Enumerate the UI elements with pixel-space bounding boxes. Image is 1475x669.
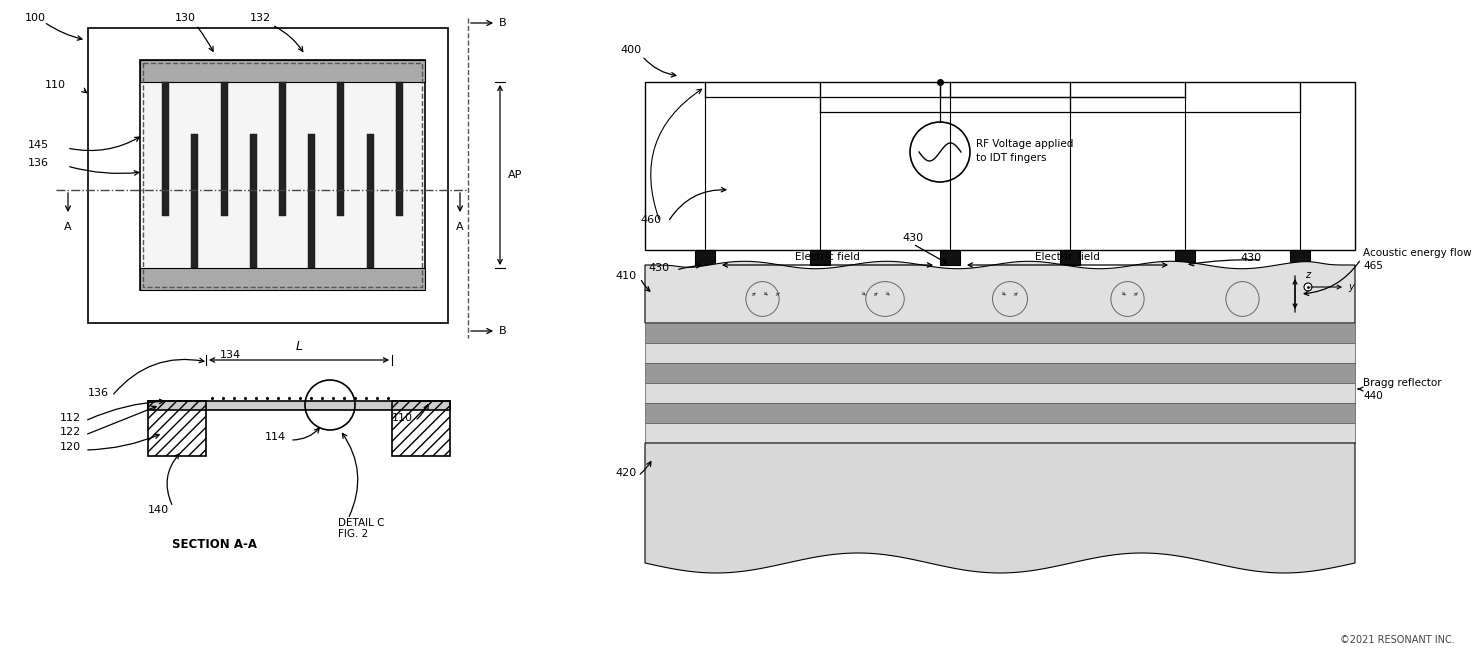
Bar: [1176, 250, 1195, 265]
Text: Electric field: Electric field: [1035, 252, 1100, 262]
Bar: [367, 134, 373, 268]
Bar: [645, 423, 1356, 443]
Text: FIG. 2: FIG. 2: [338, 529, 369, 539]
Text: AP: AP: [507, 170, 522, 180]
Circle shape: [1304, 283, 1311, 291]
Text: 465: 465: [1363, 261, 1384, 271]
Bar: [148, 401, 450, 410]
Bar: [392, 401, 450, 456]
Polygon shape: [645, 262, 1356, 323]
Text: Bragg reflector: Bragg reflector: [1363, 378, 1441, 388]
Bar: [338, 82, 344, 216]
Text: A: A: [65, 222, 72, 232]
Text: 122: 122: [60, 427, 81, 437]
Bar: [192, 134, 199, 268]
Text: 430: 430: [1240, 253, 1261, 263]
Text: 140: 140: [148, 505, 170, 515]
Bar: [249, 134, 257, 268]
Circle shape: [910, 122, 971, 182]
Text: 130: 130: [174, 13, 196, 23]
Text: B: B: [499, 326, 506, 336]
Text: 100: 100: [25, 13, 46, 23]
Bar: [279, 82, 286, 216]
Bar: [645, 82, 1356, 250]
Polygon shape: [645, 443, 1356, 573]
Text: Acoustic energy flow: Acoustic energy flow: [1363, 248, 1472, 258]
Bar: [143, 63, 422, 287]
Text: 410: 410: [615, 271, 636, 281]
Bar: [395, 82, 403, 216]
Bar: [645, 403, 1356, 423]
Text: 134: 134: [220, 350, 240, 360]
Text: 460: 460: [640, 215, 661, 225]
Text: z: z: [1305, 270, 1311, 280]
Text: 440: 440: [1363, 391, 1382, 401]
Bar: [645, 323, 1356, 343]
Bar: [221, 82, 227, 216]
Text: 136: 136: [88, 388, 109, 398]
Text: 110: 110: [46, 80, 66, 90]
Text: DETAIL C: DETAIL C: [338, 518, 385, 528]
Text: 430: 430: [903, 233, 923, 243]
Bar: [645, 363, 1356, 383]
Text: 136: 136: [28, 158, 49, 168]
Bar: [645, 383, 1356, 403]
Bar: [162, 82, 170, 216]
Bar: [140, 60, 425, 290]
Text: Electric field: Electric field: [795, 252, 860, 262]
Bar: [810, 250, 830, 265]
Text: to IDT fingers: to IDT fingers: [976, 153, 1046, 163]
Bar: [695, 250, 715, 265]
Text: 132: 132: [249, 13, 270, 23]
Text: B: B: [499, 18, 506, 28]
Bar: [308, 134, 316, 268]
Bar: [148, 401, 206, 456]
Text: ©2021 RESONANT INC.: ©2021 RESONANT INC.: [1339, 635, 1454, 645]
Text: L: L: [295, 340, 302, 353]
Bar: [645, 343, 1356, 363]
Text: 114: 114: [266, 432, 286, 442]
Text: 110: 110: [392, 413, 413, 423]
Text: SECTION A-A: SECTION A-A: [173, 539, 258, 551]
Text: 112: 112: [60, 413, 81, 423]
Text: 120: 120: [60, 442, 81, 452]
Text: 145: 145: [28, 140, 49, 150]
Bar: [1291, 250, 1310, 265]
Bar: [88, 28, 448, 323]
Bar: [140, 268, 425, 290]
Bar: [1061, 250, 1080, 265]
Text: RF Voltage applied: RF Voltage applied: [976, 139, 1074, 149]
Bar: [940, 250, 960, 265]
Text: 430: 430: [648, 263, 670, 273]
Text: 400: 400: [620, 45, 642, 55]
Text: A: A: [456, 222, 463, 232]
Bar: [140, 60, 425, 82]
Text: y: y: [1348, 282, 1354, 292]
Text: 420: 420: [615, 468, 636, 478]
